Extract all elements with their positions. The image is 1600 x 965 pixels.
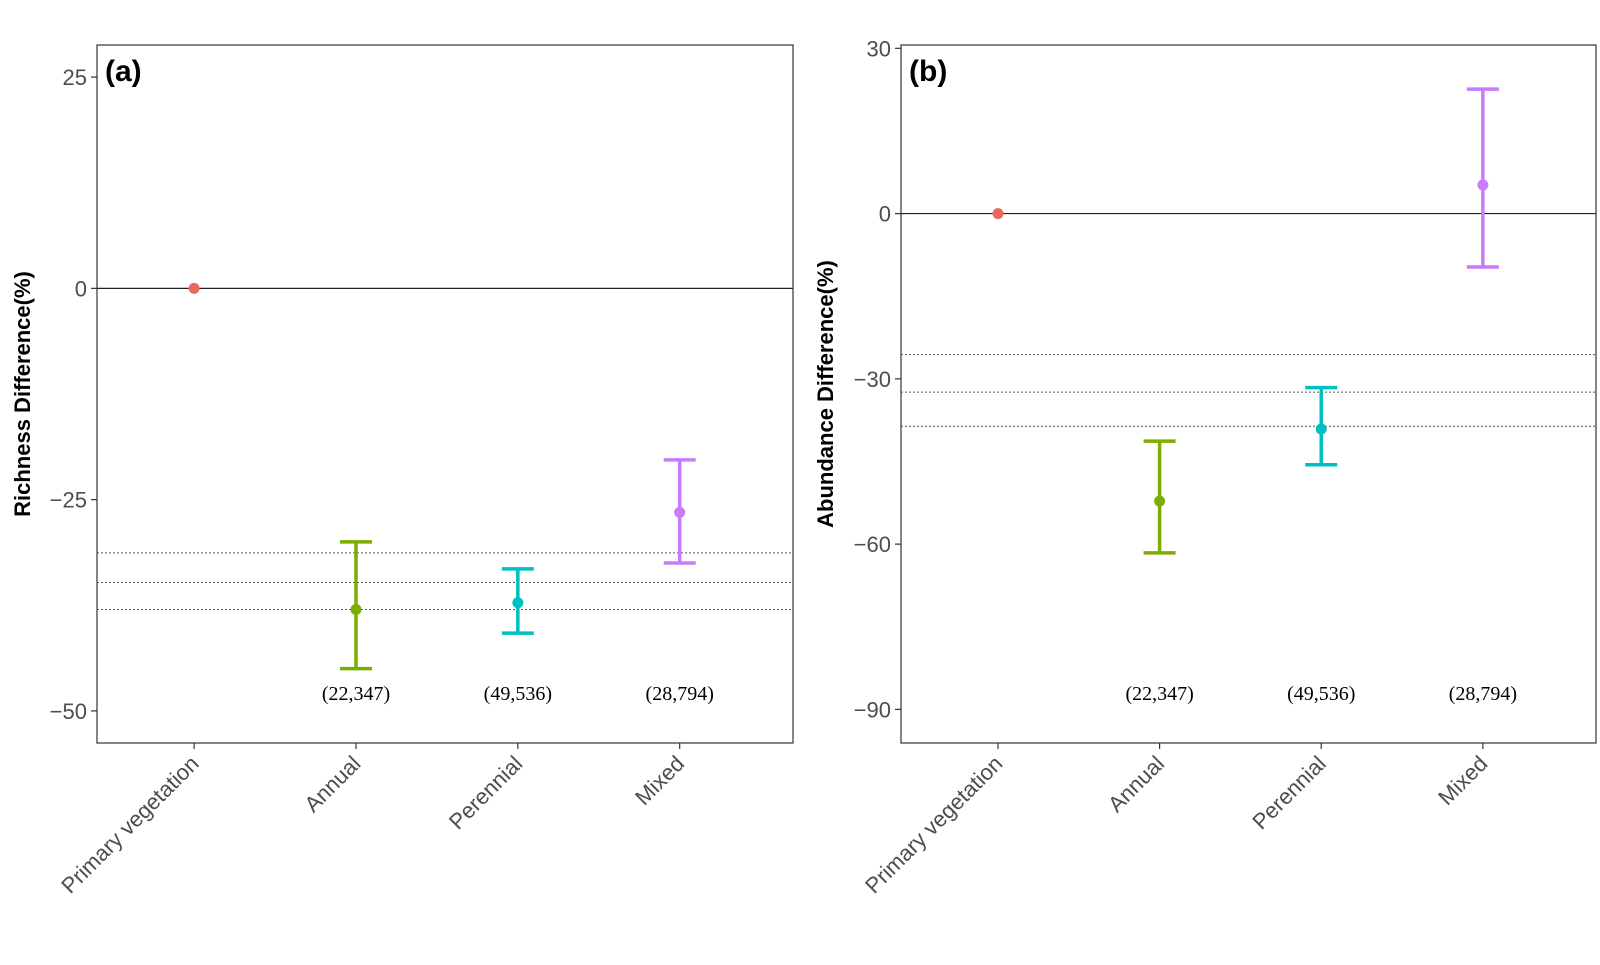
sample-size-label: (49,536) xyxy=(1287,683,1355,705)
y-tick-label: −25 xyxy=(50,488,87,513)
x-tick-label: Mixed xyxy=(1433,751,1492,810)
y-tick-label: 30 xyxy=(867,36,891,61)
x-tick-label: Annual xyxy=(1103,751,1169,817)
estimate-point xyxy=(1477,179,1489,191)
sample-size-label: (28,794) xyxy=(1449,683,1517,705)
estimate-point xyxy=(350,603,362,615)
plot-frame xyxy=(900,44,1597,744)
y-axis-label: Richness Difference(%) xyxy=(10,271,35,517)
sample-size-label: (28,794) xyxy=(646,683,714,705)
panel-label: (a) xyxy=(105,55,142,88)
y-tick-label: −50 xyxy=(50,699,87,724)
y-tick-label: −90 xyxy=(854,697,891,722)
x-tick-label: Perennial xyxy=(1247,751,1330,834)
y-tick-label: 0 xyxy=(879,202,891,227)
x-tick-label: Perennial xyxy=(444,751,527,834)
sample-size-label: (22,347) xyxy=(1125,683,1193,705)
sample-size-label: (49,536) xyxy=(484,683,552,705)
panel-label: (b) xyxy=(909,55,947,88)
panel-b: 30 0 −30 −60 −90 Abundance Difference(%) (b) Pr… xyxy=(813,36,1597,898)
estimate-point xyxy=(674,506,686,518)
y-tick-label: −30 xyxy=(854,367,891,392)
y-tick-label: 25 xyxy=(63,65,87,90)
y-tick-label: 0 xyxy=(75,276,87,301)
sample-size-label: (22,347) xyxy=(322,683,390,705)
y-tick-label: −60 xyxy=(854,532,891,557)
plot-frame xyxy=(96,44,794,744)
x-tick-label: Primary vegetation xyxy=(56,751,203,898)
estimate-point xyxy=(512,597,524,609)
y-axis-label: Abundance Difference(%) xyxy=(813,260,838,528)
x-tick-label: Annual xyxy=(299,751,365,817)
x-tick-label: Primary vegetation xyxy=(860,751,1007,898)
estimate-point xyxy=(992,208,1004,220)
panel-a: 25 0 −25 −50 Richness Difference(%) (a) Primar… xyxy=(10,44,794,898)
estimate-point xyxy=(1154,495,1166,507)
estimate-point xyxy=(188,282,200,294)
estimate-point xyxy=(1315,423,1327,435)
x-tick-label: Mixed xyxy=(630,751,689,810)
